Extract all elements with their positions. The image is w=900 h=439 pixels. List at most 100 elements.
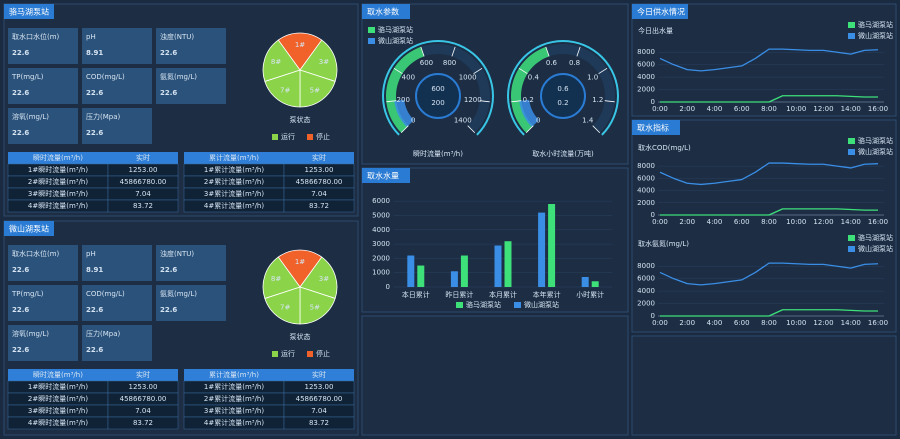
metric-label: 取水口水位(m)	[12, 249, 60, 258]
x-tick-label: 本日累计	[402, 290, 430, 299]
table-cell: 3#累计流量(m³/h)	[204, 189, 264, 198]
x-tick-label: 6:00	[734, 105, 750, 113]
metric-label: 氨氮(mg/L)	[160, 72, 197, 81]
table-cell: 83.72	[133, 419, 153, 427]
gauge-tick-label: 0	[536, 117, 540, 125]
gauge-value	[394, 99, 414, 128]
y-tick-label: 5000	[372, 211, 390, 219]
legend-label: 停止	[316, 349, 330, 358]
bar	[450, 271, 458, 287]
panel	[361, 315, 629, 436]
metric-label: 溶氧(mg/L)	[12, 329, 49, 338]
chart-title: 取水氨氮(mg/L)	[638, 239, 689, 248]
panel-title: 取水指标	[637, 123, 669, 133]
x-tick-label: 4:00	[707, 105, 723, 113]
table-cell: 2#瞬时流量(m³/h)	[28, 394, 88, 403]
metric-box	[8, 68, 78, 104]
table-header-cell: 实时	[136, 370, 150, 379]
panel-tab	[362, 4, 410, 19]
legend-swatch	[848, 246, 855, 252]
gauge-tick-label: 1200	[464, 96, 482, 104]
gauge-center	[415, 73, 461, 119]
x-tick-label: 14:00	[841, 105, 861, 113]
legend-label: 骆马湖泵站	[378, 25, 413, 34]
metric-label: 压力(Mpa)	[86, 329, 121, 338]
gauge-tick-label: 1000	[459, 73, 477, 81]
table-header	[8, 152, 178, 164]
x-tick-label: 16:00	[868, 319, 888, 327]
panel-tab	[4, 4, 54, 19]
pie-slice	[264, 69, 301, 108]
gauge-tick-label: 200	[397, 96, 410, 104]
legend-label: 微山湖泵站	[524, 300, 559, 309]
legend-swatch	[514, 302, 521, 308]
metric-value: 22.6	[160, 306, 177, 314]
table-cell: 1253.00	[305, 383, 334, 391]
panel-tab	[362, 168, 410, 183]
x-tick-label: 2:00	[679, 105, 695, 113]
legend-label: 骆马湖泵站	[858, 20, 893, 29]
bar	[591, 281, 599, 287]
table-cell: 4#瞬时流量(m³/h)	[28, 418, 88, 427]
x-tick-label: 14:00	[841, 218, 861, 226]
table-cell: 2#累计流量(m³/h)	[204, 177, 264, 186]
gauge-tick	[420, 46, 425, 57]
pie-label: 3#	[319, 58, 329, 66]
x-tick-label: 0:00	[652, 105, 668, 113]
panel-tab	[4, 221, 54, 236]
table-cell: 3#瞬时流量(m³/h)	[28, 189, 88, 198]
metric-box	[8, 108, 78, 144]
gauge-tick-label: 1.2	[592, 96, 603, 104]
metric-box	[82, 108, 152, 144]
table-row	[107, 199, 179, 213]
x-tick-label: 12:00	[813, 105, 833, 113]
line-series	[659, 262, 879, 286]
panel	[631, 335, 897, 436]
station-name: 微山湖泵站	[9, 224, 49, 234]
table-cell: 2#瞬时流量(m³/h)	[28, 177, 88, 186]
table-cell: 1253.00	[129, 383, 158, 391]
bar	[417, 265, 425, 287]
y-tick-label: 0	[651, 312, 655, 320]
metric-box	[8, 285, 78, 321]
table-cell: 1#累计流量(m³/h)	[204, 382, 264, 391]
pie-label: 1#	[295, 41, 305, 49]
legend-swatch	[848, 33, 855, 39]
panel-title: 取水水量	[367, 171, 399, 181]
legend-swatch	[456, 302, 463, 308]
gauge-value	[519, 99, 539, 128]
metric-value: 22.6	[86, 306, 103, 314]
x-tick-label: 6:00	[734, 218, 750, 226]
bar	[407, 255, 415, 287]
panel-tab	[632, 4, 688, 19]
line-series	[659, 48, 879, 72]
table-cell: 1#瞬时流量(m³/h)	[28, 382, 88, 391]
pie-label: 3#	[319, 275, 329, 283]
panel-title: 今日供水情况	[637, 7, 685, 17]
metric-box	[82, 68, 152, 104]
legend-swatch	[848, 149, 855, 155]
y-tick-label: 4000	[637, 287, 655, 295]
x-tick-label: 本年累计	[533, 290, 561, 299]
gauge-tick	[576, 46, 581, 57]
legend-swatch	[272, 134, 278, 140]
metric-value: 22.6	[12, 89, 29, 97]
x-tick-label: 0:00	[652, 319, 668, 327]
table-cell: 4#累计流量(m³/h)	[204, 418, 264, 427]
metric-box	[8, 325, 78, 361]
line-series	[660, 309, 878, 317]
gauge-tick-label: 1.4	[582, 117, 594, 125]
metric-value: 8.91	[86, 266, 103, 274]
metric-value: 22.6	[12, 306, 29, 314]
table-header-cell: 累计流量(m³/h)	[209, 153, 259, 162]
metric-label: 浊度(NTU)	[160, 32, 194, 41]
y-tick-label: 6000	[637, 61, 655, 69]
pie-slice	[299, 286, 336, 325]
x-tick-label: 16:00	[868, 218, 888, 226]
bar	[460, 255, 468, 287]
legend-label: 微山湖泵站	[858, 244, 893, 253]
gauge-tick	[467, 125, 476, 134]
table-header	[184, 369, 354, 381]
gauge-value-label: 600	[431, 85, 444, 93]
panel	[361, 167, 629, 313]
